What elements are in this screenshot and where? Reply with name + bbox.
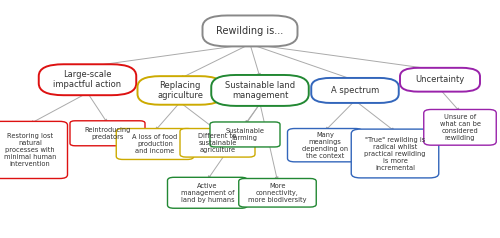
Text: Rewilding is...: Rewilding is... <box>216 26 284 36</box>
FancyBboxPatch shape <box>138 76 222 105</box>
FancyBboxPatch shape <box>168 177 248 208</box>
FancyBboxPatch shape <box>351 129 439 178</box>
Text: Active
management of
land by humans: Active management of land by humans <box>180 183 234 203</box>
Text: Restoring lost
natural
processes with
minimal human
intervention: Restoring lost natural processes with mi… <box>4 133 56 167</box>
FancyBboxPatch shape <box>39 64 136 95</box>
Text: Large-scale
impactful action: Large-scale impactful action <box>54 70 122 89</box>
FancyBboxPatch shape <box>210 122 280 147</box>
Text: Replacing
agriculture: Replacing agriculture <box>157 81 203 100</box>
Text: Many
meanings
depending on
the context: Many meanings depending on the context <box>302 132 348 159</box>
FancyBboxPatch shape <box>239 178 316 207</box>
FancyBboxPatch shape <box>211 75 308 106</box>
FancyBboxPatch shape <box>116 129 194 159</box>
Text: "True" rewilding is
radical whilst
practical rewilding
is more
incremental: "True" rewilding is radical whilst pract… <box>364 137 426 170</box>
Text: A spectrum: A spectrum <box>331 86 379 95</box>
FancyBboxPatch shape <box>0 121 68 178</box>
Text: Reintroducing
predators: Reintroducing predators <box>84 127 130 140</box>
Text: Unsure of
what can be
considered
rewilding: Unsure of what can be considered rewildi… <box>440 114 480 141</box>
Text: More
connectivity,
more biodiversity: More connectivity, more biodiversity <box>248 183 307 203</box>
Text: Different to
sustainable
agriculture: Different to sustainable agriculture <box>198 133 236 153</box>
Text: Uncertainty: Uncertainty <box>416 75 465 84</box>
FancyBboxPatch shape <box>70 121 145 146</box>
Text: Sustainable
farming: Sustainable farming <box>226 128 264 141</box>
FancyBboxPatch shape <box>202 15 298 46</box>
FancyBboxPatch shape <box>180 129 255 157</box>
FancyBboxPatch shape <box>288 129 362 162</box>
Text: A loss of food
production
and income: A loss of food production and income <box>132 134 178 154</box>
FancyBboxPatch shape <box>400 68 480 92</box>
FancyBboxPatch shape <box>424 109 496 145</box>
FancyBboxPatch shape <box>311 78 398 103</box>
Text: Sustainable land
management: Sustainable land management <box>225 81 295 100</box>
